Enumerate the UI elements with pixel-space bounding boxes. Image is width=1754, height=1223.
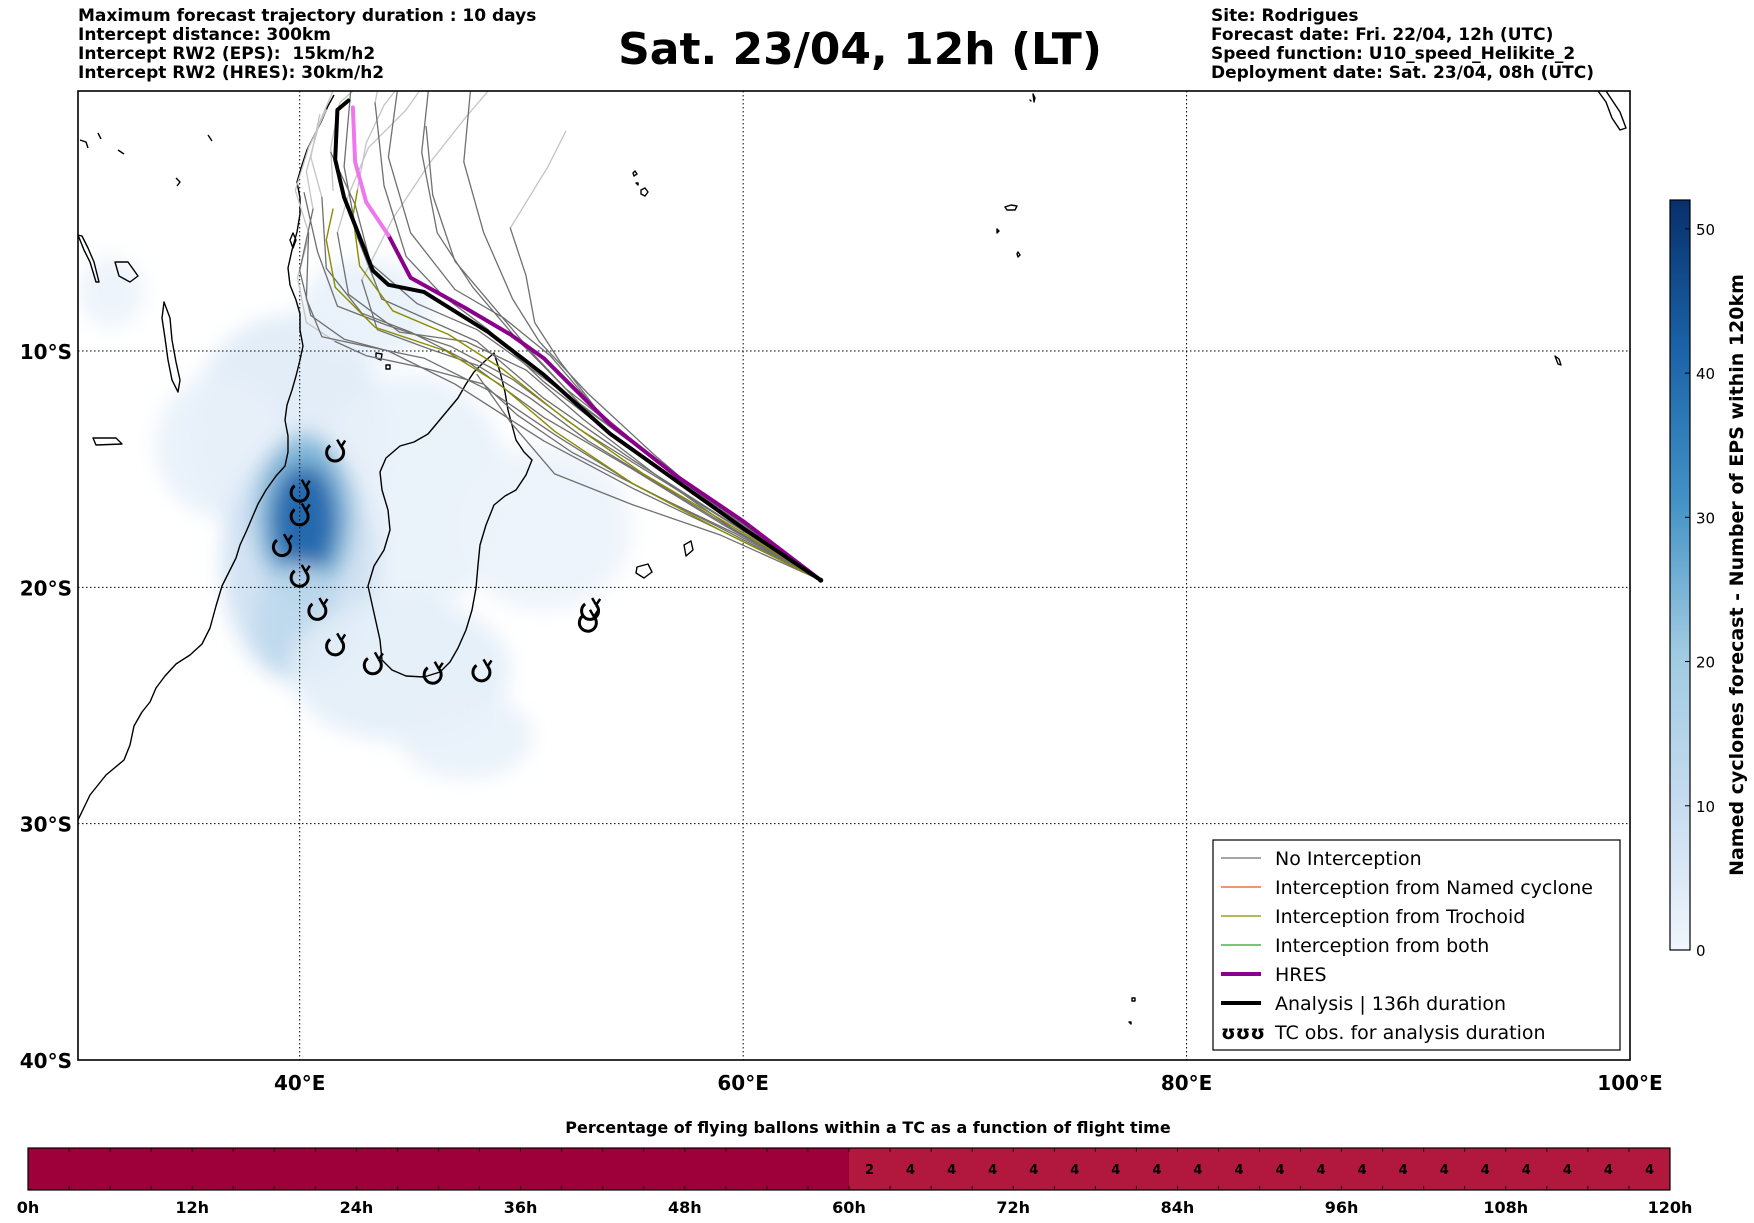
legend-label: TC obs. for analysis duration — [1274, 1022, 1546, 1044]
x-tick-label: 60°E — [717, 1071, 769, 1095]
trajectory-layer — [294, 91, 824, 583]
zaire-coast-fragments — [79, 132, 213, 187]
tc-obs-symbol — [307, 597, 329, 621]
density-blob — [78, 256, 145, 328]
tc-obs-symbol — [471, 658, 493, 683]
x-tick-label: 80°E — [1161, 1071, 1213, 1095]
legend-entry: Interception from Trochoid — [1221, 906, 1525, 928]
legend-label: Analysis | 136h duration — [1275, 993, 1506, 1015]
y-tick-label: 40°S — [20, 1049, 72, 1073]
header-right-line: Site: Rodrigues — [1211, 6, 1359, 26]
tc-obs-symbol — [580, 597, 602, 621]
ensemble-track-no-interception — [303, 191, 822, 581]
header-left-line: Intercept RW2 (HRES): 30km/h2 — [78, 63, 385, 83]
legend-label: Interception from Trochoid — [1275, 906, 1525, 928]
coastline-layer — [78, 91, 1627, 1025]
y-tick-label: 30°S — [20, 813, 72, 837]
tc-obs-symbol — [271, 533, 294, 558]
legend-entry: Interception from Named cyclone — [1221, 877, 1593, 899]
tc-obs-symbol — [289, 564, 311, 588]
tc-obs-symbol — [289, 502, 311, 527]
legend-entry: Interception from both — [1221, 935, 1489, 957]
ensemble-track-no-interception — [343, 91, 822, 581]
reunion-island — [635, 563, 653, 579]
legend-entry: No Interception — [1221, 848, 1422, 870]
lake-tanganyika — [78, 234, 100, 283]
header-left-line: Maximum forecast trajectory duration : 1… — [78, 6, 537, 26]
y-tick-label: 20°S — [20, 576, 72, 600]
hres-track-tail — [350, 105, 391, 238]
map-axis-labels: 40°E 60°E 80°E 100°E 10°S 20°S 30°S 40°S — [20, 340, 1663, 1095]
amsterdam-island — [1128, 997, 1136, 1025]
header-right-line: Speed function: U10_speed_Helikite_2 — [1211, 44, 1576, 64]
legend-label: No Interception — [1275, 848, 1422, 870]
ensemble-track-trochoid — [352, 189, 822, 581]
ensemble-track-no-interception — [361, 279, 822, 581]
header-left-info: Maximum forecast trajectory duration : 1… — [78, 7, 536, 83]
lake-mweru — [92, 437, 123, 446]
header-left-line: Intercept distance: 300km — [78, 25, 331, 45]
madagascar-coastline — [367, 352, 533, 678]
tc-observation-layer — [271, 438, 602, 685]
chagos-islands — [996, 204, 1021, 258]
map-frame — [77, 90, 1631, 1061]
mauritius-island — [683, 540, 694, 557]
map-gridlines — [78, 91, 1630, 1060]
seychelles-islands — [632, 170, 649, 197]
header-right-line: Deployment date: Sat. 23/04, 08h (UTC) — [1211, 63, 1595, 83]
header-right-info: Site: Rodrigues Forecast date: Fri. 22/0… — [1211, 7, 1594, 83]
x-tick-label: 100°E — [1597, 1071, 1662, 1095]
tc-obs-symbol — [362, 651, 384, 676]
zanzibar-island — [289, 232, 297, 249]
ensemble-track-tail — [336, 91, 421, 234]
legend-entry: Analysis | 136h duration — [1221, 993, 1506, 1015]
ensemble-track-no-interception — [321, 196, 822, 581]
legend-box — [1212, 839, 1621, 1051]
lake-victoria — [114, 261, 139, 283]
legend-entry: ʊʊʊ TC obs. for analysis duration — [1221, 1022, 1546, 1044]
comoros-islands — [375, 352, 391, 370]
ensemble-track-no-interception — [476, 373, 822, 581]
density-blob — [270, 464, 338, 578]
density-blob — [399, 693, 533, 779]
legend-entry: HRES — [1221, 964, 1327, 986]
ensemble-track-tail — [374, 91, 378, 104]
y-tick-label: 10°S — [20, 340, 72, 364]
legend-label: Interception from both — [1275, 935, 1489, 957]
maldives-islands — [1029, 93, 1036, 103]
ensemble-track-tail — [310, 113, 323, 199]
analysis-track — [333, 98, 823, 583]
sumatra-coast — [1597, 91, 1627, 131]
lake-nyasa — [161, 301, 181, 393]
legend-label: Interception from Named cyclone — [1275, 877, 1593, 899]
tc-obs-symbol — [289, 479, 311, 503]
hres-track — [386, 233, 823, 583]
ensemble-track-trochoid — [325, 208, 822, 581]
ensemble-track-no-interception — [334, 340, 822, 581]
x-tick-label: 40°E — [274, 1071, 326, 1095]
density-blob — [299, 258, 433, 363]
ensemble-track-no-interception — [509, 227, 822, 581]
ensemble-track-tail — [509, 130, 567, 229]
ensemble-track-tail — [294, 109, 327, 234]
header-left-line: Intercept RW2 (EPS): 15km/h2 — [78, 44, 376, 64]
legend-symbol: ʊʊʊ — [1221, 1022, 1265, 1044]
ensemble-track-tail — [361, 91, 489, 281]
cocos-islands — [1554, 355, 1562, 366]
tc-obs-symbol — [422, 661, 444, 685]
tc-obs-symbol — [577, 609, 599, 633]
africa-coastline — [78, 94, 335, 821]
cyclone-density-layer — [78, 256, 633, 779]
page-title: Sat. 23/04, 12h (LT) — [618, 24, 1102, 75]
header-right-line: Forecast date: Fri. 22/04, 12h (UTC) — [1211, 25, 1554, 45]
ensemble-track-no-interception — [336, 232, 822, 581]
ensemble-track-tail — [356, 91, 396, 191]
tc-obs-symbol — [325, 438, 347, 463]
tc-obs-symbol — [325, 632, 347, 657]
map-legend: No Interception Interception from Named c… — [1212, 839, 1621, 1051]
legend-label: HRES — [1275, 964, 1327, 986]
launch-site-marker — [818, 577, 824, 583]
